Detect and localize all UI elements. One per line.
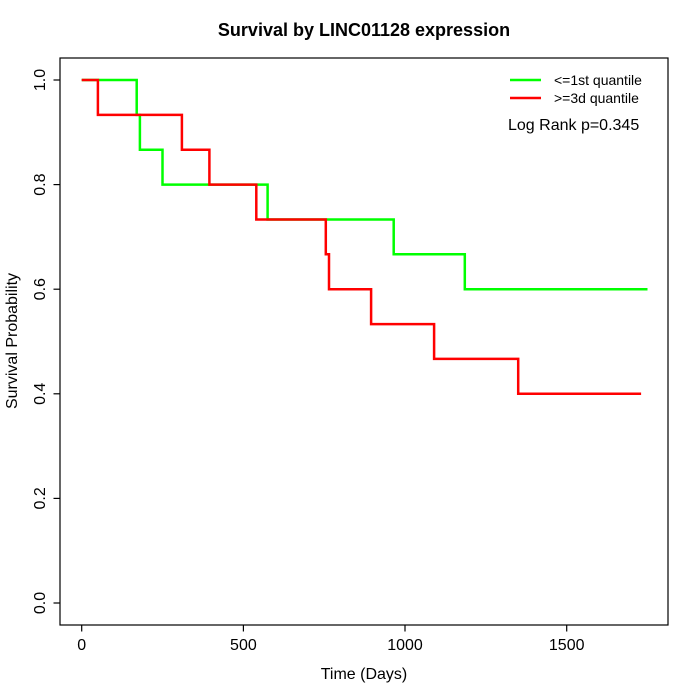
y-tick-label: 0.2 — [32, 487, 49, 509]
x-tick-label: 0 — [77, 637, 86, 654]
y-tick-label: 0.0 — [32, 592, 49, 614]
survival-curve-high-expression — [81, 78, 642, 396]
plot-box — [59, 57, 669, 626]
legend-label: <=1st quantile — [554, 72, 642, 88]
chart-title: Survival by LINC01128 expression — [218, 20, 510, 40]
y-tick-label: 0.4 — [32, 383, 49, 405]
curves-group — [81, 78, 648, 396]
y-tick-label: 0.6 — [32, 278, 49, 300]
y-tick-label: 0.8 — [32, 173, 49, 195]
x-tick-label: 1500 — [549, 637, 585, 654]
logrank-pvalue-annotation: Log Rank p=0.345 — [508, 117, 639, 134]
x-tick-label: 500 — [230, 637, 257, 654]
y-axis-title: Survival Probability — [4, 273, 21, 409]
legend-group: <=1st quantile >=3d quantile Log Rank p=0.… — [508, 72, 642, 134]
survival-curve-low-expression — [81, 78, 648, 291]
y-tick-label: 1.0 — [32, 69, 49, 91]
axes-group: 0 500 1000 1500 0.0 0.2 0.4 0.6 0.8 1.0 — [32, 57, 669, 654]
legend-label: >=3d quantile — [554, 90, 639, 106]
x-tick-label: 1000 — [387, 637, 423, 654]
x-axis-title: Time (Days) — [321, 666, 408, 683]
